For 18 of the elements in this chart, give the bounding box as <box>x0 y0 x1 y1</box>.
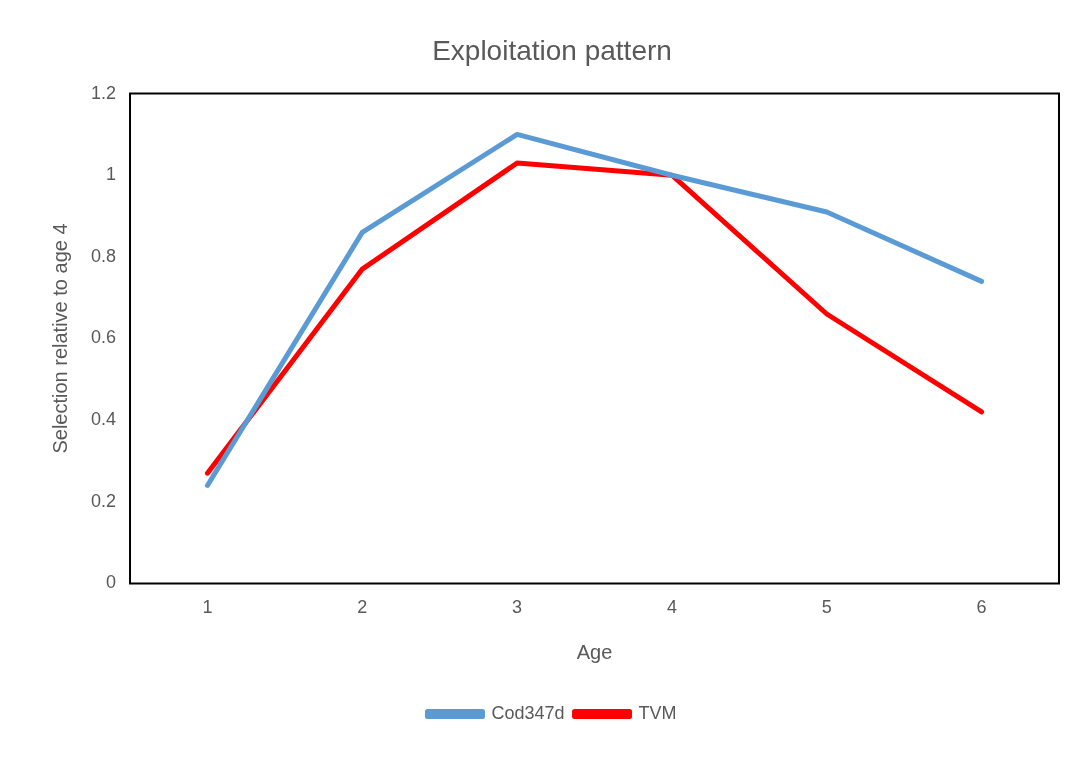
y-tick-label: 1 <box>106 164 117 185</box>
x-axis-title: Age <box>576 640 613 663</box>
legend-label: Cod347d <box>491 702 565 723</box>
x-tick-label: 3 <box>512 597 523 618</box>
y-tick-label: 1.2 <box>90 82 117 103</box>
y-tick-label: 0.4 <box>90 409 117 430</box>
x-tick-label: 5 <box>821 597 832 618</box>
x-tick-label: 6 <box>976 597 987 618</box>
y-tick-label: 0 <box>106 572 117 593</box>
y-tick-label: 0.6 <box>90 327 117 348</box>
y-axis-title: Selection relative to age 4 <box>48 223 71 454</box>
chart-title: Exploitation pattern <box>432 34 672 66</box>
y-tick-label: 0.8 <box>90 245 117 266</box>
x-tick-label: 2 <box>357 597 368 618</box>
x-tick-label: 1 <box>202 597 213 618</box>
x-tick-label: 4 <box>666 597 677 618</box>
y-tick-label: 0.2 <box>90 490 117 511</box>
legend-label: TVM <box>638 702 677 723</box>
